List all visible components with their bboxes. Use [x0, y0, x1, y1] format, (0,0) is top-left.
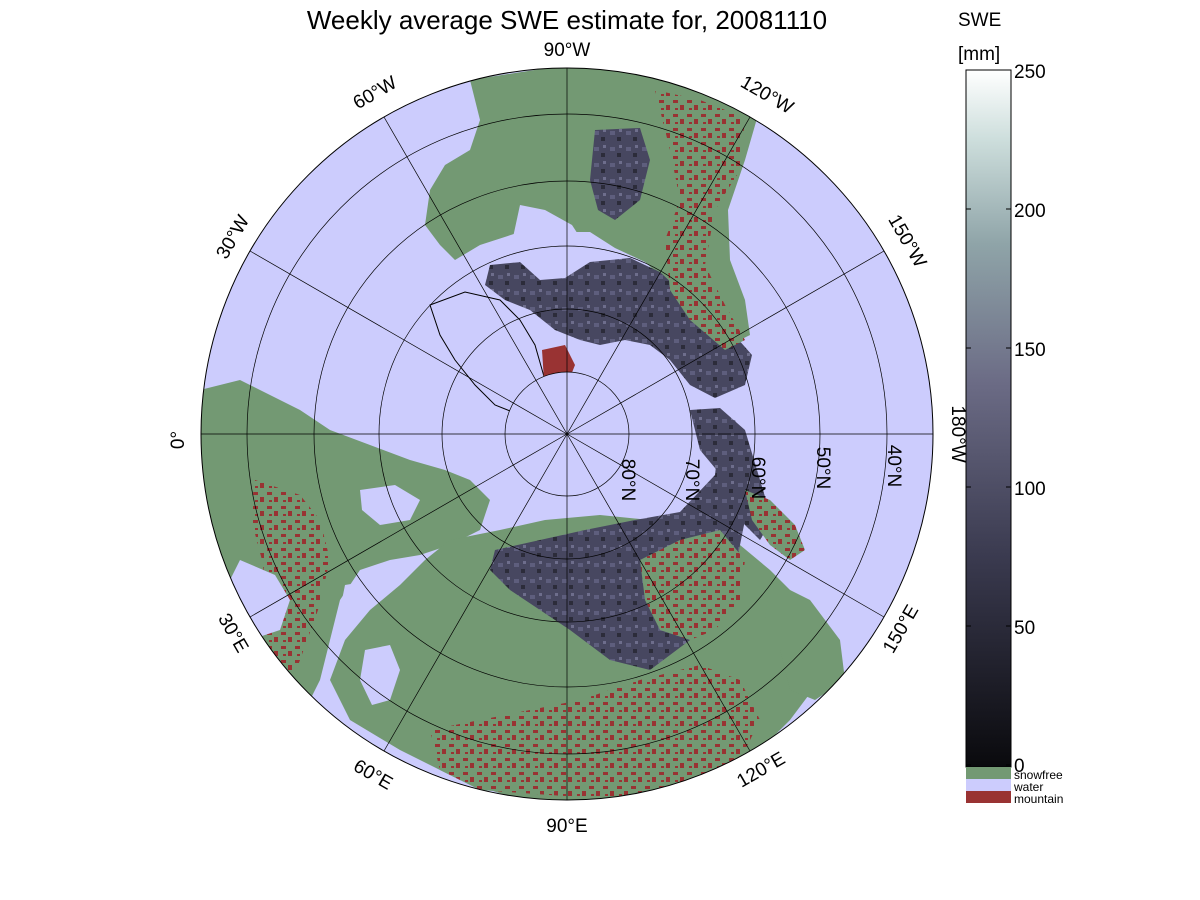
colorbar-unit: [mm] — [958, 44, 1000, 65]
meridian-lines — [201, 68, 933, 800]
central-asia-mountains — [430, 665, 760, 800]
lon-label-90e: 90°E — [546, 816, 587, 837]
lon-label-60e: 60°E — [350, 756, 396, 795]
colorbar-title: SWE — [958, 10, 1001, 31]
colorbar-label-mountain: mountain — [1014, 792, 1063, 806]
kamchatka — [745, 490, 805, 560]
colorbar-tick-150: 150 — [1014, 340, 1046, 361]
colorbar-label-snowfree: snowfree — [1014, 768, 1063, 782]
colorbar-gradient — [965, 69, 1012, 768]
baltic-sea — [360, 485, 420, 525]
caspian-sea — [360, 645, 400, 705]
colorbar-tick-100: 100 — [1014, 479, 1046, 500]
lat-label-70n: 70°N — [681, 459, 702, 501]
colorbar-swatch-water — [966, 779, 1011, 791]
colorbar-tick-50: 50 — [1014, 618, 1035, 639]
map-boundary — [200, 67, 934, 801]
colorbar-tick-0: 0 — [1014, 756, 1025, 777]
latitude-labels: 80°N 70°N 60°N 50°N 40°N — [617, 445, 904, 501]
colorbar: SWE [mm] 250 200 150 100 50 0 snowfree w… — [958, 10, 1063, 806]
colorbar-label-water: water — [1013, 780, 1043, 794]
lat-label-60n: 60°N — [747, 457, 768, 499]
rocky-mountains — [655, 90, 745, 350]
figure-title: Weekly average SWE estimate for, 2008111… — [307, 5, 827, 35]
arctic-archipelago-snow — [485, 258, 752, 398]
siberia-mountains — [640, 530, 745, 640]
colorbar-swatch-mountain — [966, 791, 1011, 803]
canada-snow-cover — [590, 128, 650, 220]
lon-label-60w: 60°W — [350, 72, 401, 114]
colorbar-tick-250: 250 — [1014, 62, 1046, 83]
lon-label-90w: 90°W — [544, 40, 591, 61]
lon-label-0: 0° — [168, 431, 189, 449]
east-asia-land — [765, 580, 845, 700]
lat-label-80n: 80°N — [617, 459, 638, 501]
lon-label-180w: 180°W — [947, 405, 968, 462]
lon-label-120w: 120°W — [737, 72, 797, 119]
colorbar-tick-200: 200 — [1014, 201, 1046, 222]
lon-label-30e: 30°E — [213, 610, 252, 656]
lat-label-40n: 40°N — [883, 445, 904, 487]
colorbar-swatch-snowfree — [966, 767, 1011, 779]
lat-label-50n: 50°N — [812, 447, 833, 489]
colorbar-tick-marks — [966, 69, 1011, 766]
